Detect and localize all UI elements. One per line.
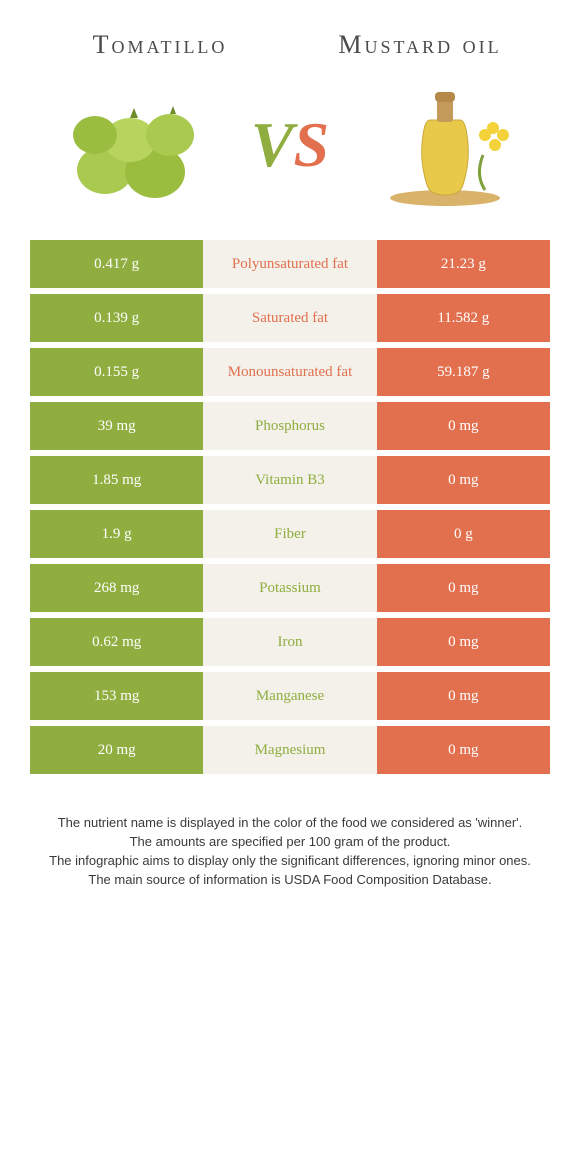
- table-row: 0.62 mgIron0 mg: [30, 618, 550, 666]
- table-row: 0.417 gPolyunsaturated fat21.23 g: [30, 240, 550, 288]
- table-row: 1.85 mgVitamin B30 mg: [30, 456, 550, 504]
- left-value-cell: 268 mg: [30, 564, 203, 612]
- nutrient-name-cell: Magnesium: [203, 726, 376, 774]
- left-food-title: Tomatillo: [30, 30, 290, 60]
- nutrient-name-cell: Fiber: [203, 510, 376, 558]
- nutrient-name-cell: Manganese: [203, 672, 376, 720]
- left-food-image: [30, 80, 241, 210]
- table-row: 39 mgPhosphorus0 mg: [30, 402, 550, 450]
- nutrient-name-cell: Polyunsaturated fat: [203, 240, 376, 288]
- table-row: 0.155 gMonounsaturated fat59.187 g: [30, 348, 550, 396]
- right-food-title: Mustard oil: [290, 30, 550, 60]
- left-value-cell: 0.155 g: [30, 348, 203, 396]
- table-row: 1.9 gFiber0 g: [30, 510, 550, 558]
- right-value-cell: 0 mg: [377, 564, 550, 612]
- vs-v: V: [251, 109, 294, 180]
- left-value-cell: 0.417 g: [30, 240, 203, 288]
- right-value-cell: 0 mg: [377, 672, 550, 720]
- right-value-cell: 0 mg: [377, 456, 550, 504]
- nutrient-name-cell: Phosphorus: [203, 402, 376, 450]
- footer-notes: The nutrient name is displayed in the co…: [40, 814, 540, 889]
- table-row: 0.139 gSaturated fat11.582 g: [30, 294, 550, 342]
- left-value-cell: 0.139 g: [30, 294, 203, 342]
- images-row: VS: [0, 70, 580, 240]
- mustard-oil-icon: [375, 80, 515, 210]
- footer-line: The infographic aims to display only the…: [40, 852, 540, 871]
- nutrient-name-cell: Monounsaturated fat: [203, 348, 376, 396]
- table-row: 20 mgMagnesium0 mg: [30, 726, 550, 774]
- left-value-cell: 153 mg: [30, 672, 203, 720]
- right-value-cell: 0 mg: [377, 402, 550, 450]
- right-value-cell: 0 g: [377, 510, 550, 558]
- left-value-cell: 0.62 mg: [30, 618, 203, 666]
- table-row: 153 mgManganese0 mg: [30, 672, 550, 720]
- tomatillo-icon: [65, 80, 205, 210]
- infographic-container: Tomatillo Mustard oil VS: [0, 0, 580, 889]
- left-value-cell: 1.9 g: [30, 510, 203, 558]
- header-titles: Tomatillo Mustard oil: [0, 0, 580, 70]
- right-value-cell: 11.582 g: [377, 294, 550, 342]
- left-value-cell: 39 mg: [30, 402, 203, 450]
- comparison-table: 0.417 gPolyunsaturated fat21.23 g 0.139 g…: [30, 240, 550, 774]
- table-row: 268 mgPotassium0 mg: [30, 564, 550, 612]
- right-food-image: [339, 80, 550, 210]
- footer-line: The main source of information is USDA F…: [40, 871, 540, 890]
- nutrient-name-cell: Saturated fat: [203, 294, 376, 342]
- footer-line: The amounts are specified per 100 gram o…: [40, 833, 540, 852]
- nutrient-name-cell: Vitamin B3: [203, 456, 376, 504]
- left-value-cell: 20 mg: [30, 726, 203, 774]
- vs-label: VS: [241, 108, 339, 182]
- vs-s: S: [294, 109, 330, 180]
- right-value-cell: 0 mg: [377, 618, 550, 666]
- nutrient-name-cell: Potassium: [203, 564, 376, 612]
- right-value-cell: 21.23 g: [377, 240, 550, 288]
- right-value-cell: 0 mg: [377, 726, 550, 774]
- right-value-cell: 59.187 g: [377, 348, 550, 396]
- left-value-cell: 1.85 mg: [30, 456, 203, 504]
- footer-line: The nutrient name is displayed in the co…: [40, 814, 540, 833]
- nutrient-name-cell: Iron: [203, 618, 376, 666]
